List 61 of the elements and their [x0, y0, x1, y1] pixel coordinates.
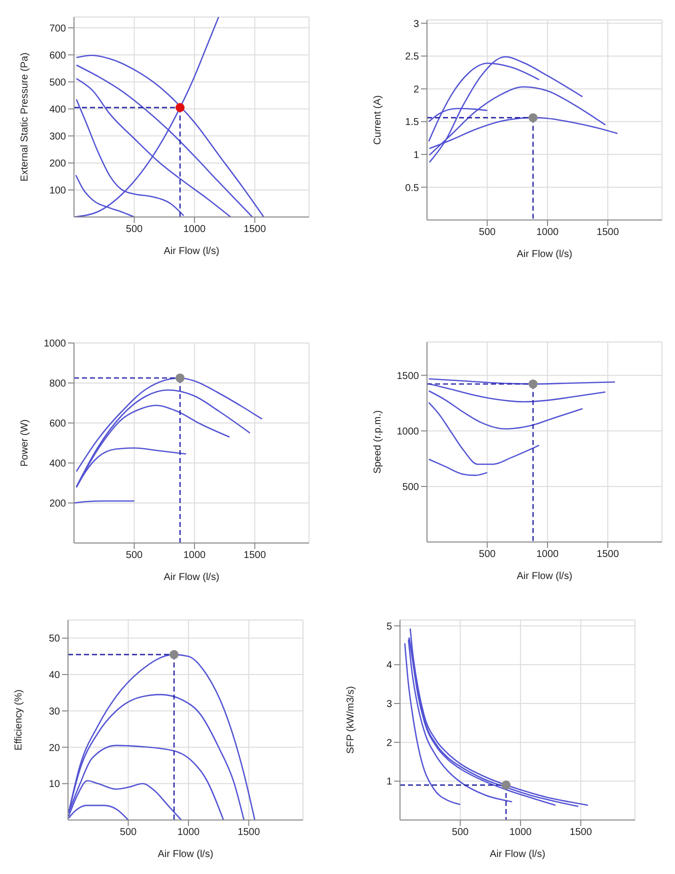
y-tick-label: 40: [48, 670, 60, 682]
y-tick-label: 2.5: [405, 52, 420, 63]
y-tick-label: 400: [49, 104, 66, 116]
y-axis-title: Current (A): [372, 95, 384, 145]
y-tick-label: 1: [386, 776, 392, 788]
y-tick-label: 1500: [396, 370, 420, 382]
y-tick-label: 300: [49, 131, 66, 142]
y-tick-label: 10: [48, 779, 60, 790]
x-tick-label: 1000: [536, 227, 560, 238]
y-tick-label: 5: [386, 621, 392, 632]
x-tick-label: 500: [452, 827, 470, 838]
y-axis-title: Power (W): [20, 419, 31, 467]
y-axis-title: SFP (kW/m3/s): [346, 686, 357, 754]
x-axis-title: Air Flow (l/s): [164, 572, 220, 583]
x-tick-label: 1500: [596, 227, 620, 238]
x-tick-label: 1000: [183, 224, 206, 236]
y-tick-label: 100: [49, 186, 66, 197]
y-tick-label: 0.5: [405, 182, 420, 194]
x-axis-title: Air Flow (l/s): [164, 246, 220, 257]
y-tick-label: 2: [413, 84, 420, 96]
x-tick-label: 500: [478, 227, 496, 238]
y-tick-label: 2: [386, 738, 392, 749]
x-tick-label: 500: [126, 550, 144, 562]
x-tick-label: 1000: [177, 827, 200, 838]
y-tick-label: 20: [48, 742, 60, 754]
y-tick-label: 500: [402, 482, 420, 493]
x-axis-title: Air Flow (l/s): [158, 849, 214, 860]
y-tick-label: 200: [49, 498, 66, 510]
x-tick-label: 500: [478, 549, 496, 560]
y-tick-label: 50: [48, 634, 60, 645]
x-tick-label: 1500: [244, 550, 266, 562]
x-tick-label: 1500: [570, 827, 592, 838]
y-tick-label: 600: [49, 50, 66, 62]
x-axis-title: Air Flow (l/s): [516, 571, 572, 582]
y-tick-label: 700: [49, 23, 66, 34]
y-axis-title: Speed (r.p.m.): [372, 410, 384, 474]
x-axis-title: Air Flow (l/s): [516, 249, 572, 260]
y-tick-label: 1000: [44, 338, 66, 350]
x-tick-label: 500: [120, 827, 138, 838]
x-tick-label: 1000: [509, 827, 532, 838]
y-tick-label: 3: [413, 18, 420, 30]
y-tick-label: 200: [49, 158, 66, 170]
y-tick-label: 600: [49, 418, 66, 430]
y-tick-label: 30: [48, 706, 60, 718]
x-tick-label: 1500: [238, 827, 260, 838]
y-tick-label: 500: [49, 77, 66, 88]
y-tick-label: 4: [386, 660, 392, 672]
x-tick-label: 1000: [183, 550, 206, 562]
y-tick-label: 400: [49, 458, 66, 470]
y-axis-title: External Static Pressure (Pa): [20, 52, 31, 182]
y-tick-label: 1000: [396, 426, 420, 438]
y-axis-title: Efficiency (%): [14, 690, 25, 750]
x-tick-label: 500: [126, 224, 144, 236]
x-tick-label: 1000: [536, 549, 560, 560]
x-axis-title: Air Flow (l/s): [490, 849, 546, 860]
y-tick-label: 800: [49, 378, 66, 390]
y-tick-label: 1: [413, 150, 420, 161]
x-tick-label: 1500: [596, 549, 620, 560]
x-tick-label: 1500: [244, 224, 266, 236]
y-tick-label: 1.5: [405, 117, 420, 128]
y-tick-label: 3: [386, 699, 392, 710]
